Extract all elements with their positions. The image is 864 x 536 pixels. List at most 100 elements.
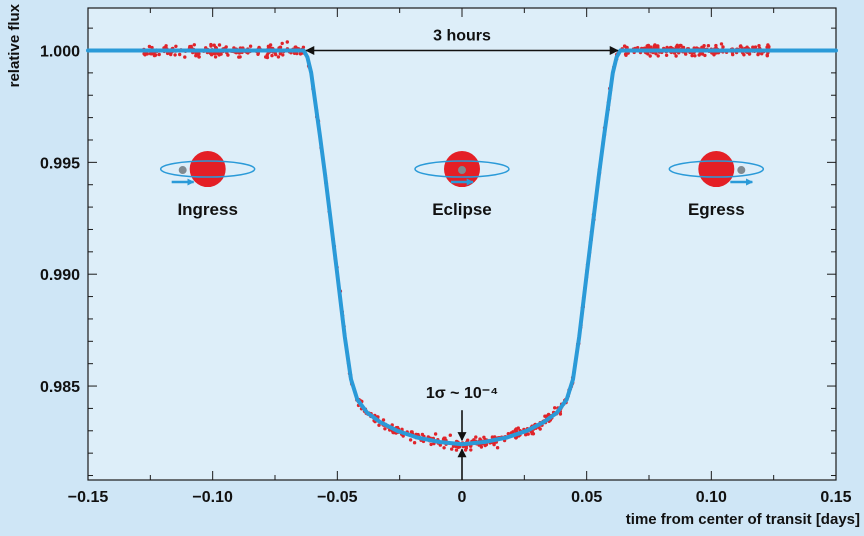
data-point	[433, 432, 438, 436]
x-tick-label: −0.10	[192, 489, 233, 506]
data-point	[679, 43, 683, 48]
data-point	[173, 53, 177, 57]
data-point	[209, 53, 214, 57]
data-point	[625, 45, 629, 50]
data-point	[268, 43, 273, 47]
data-point	[751, 45, 755, 49]
y-tick-label: 0.990	[40, 267, 80, 284]
data-point	[270, 53, 274, 58]
data-point	[697, 53, 701, 57]
data-point	[648, 54, 652, 58]
data-point	[742, 53, 746, 57]
data-point	[276, 55, 281, 59]
data-point	[183, 55, 187, 59]
data-point	[212, 43, 216, 47]
data-point	[506, 432, 510, 436]
data-point	[700, 52, 705, 56]
x-tick-label: 0.10	[696, 489, 727, 506]
data-point	[174, 44, 178, 48]
data-point	[442, 436, 446, 440]
data-point	[684, 52, 688, 56]
data-point	[622, 44, 627, 48]
data-point	[469, 448, 473, 452]
data-point	[295, 51, 299, 56]
data-point	[745, 45, 749, 49]
plot-area	[87, 7, 837, 481]
star-icon	[189, 151, 226, 188]
data-point	[474, 435, 478, 439]
data-point	[285, 40, 289, 44]
data-point	[664, 53, 669, 57]
planet-icon	[178, 166, 187, 175]
planet-icon	[458, 166, 466, 175]
data-point	[731, 52, 735, 57]
data-point	[301, 45, 306, 49]
data-point	[757, 44, 761, 48]
data-point	[188, 44, 192, 49]
duration-label: 3 hours	[433, 28, 491, 45]
data-point	[721, 45, 725, 49]
data-point	[675, 43, 679, 47]
data-point	[466, 438, 470, 442]
data-point	[442, 446, 446, 450]
phase-label: Egress	[688, 200, 745, 219]
data-point	[237, 55, 241, 59]
data-point	[693, 54, 697, 58]
phase-label: Ingress	[177, 200, 237, 219]
data-point	[213, 51, 217, 56]
data-point	[739, 44, 743, 48]
data-point	[448, 433, 452, 437]
data-point	[219, 52, 223, 56]
data-point	[377, 423, 381, 427]
data-point	[646, 44, 651, 49]
data-point	[624, 53, 628, 57]
data-point	[194, 52, 198, 56]
planet-icon	[737, 166, 746, 175]
data-point	[383, 427, 387, 431]
x-tick-label: −0.15	[68, 489, 109, 506]
data-point	[192, 43, 196, 47]
data-point	[450, 447, 454, 451]
data-point	[197, 55, 201, 59]
x-tick-label: 0.15	[820, 489, 851, 506]
data-point	[747, 52, 752, 56]
data-point	[495, 446, 500, 450]
data-point	[482, 435, 486, 439]
data-point	[293, 45, 297, 49]
data-point	[719, 42, 724, 46]
data-point	[690, 53, 694, 58]
data-point	[479, 445, 484, 449]
data-point	[165, 51, 170, 56]
data-point	[265, 53, 269, 57]
data-point	[381, 418, 386, 422]
phase-illustration-ingress: Ingress	[159, 151, 256, 219]
x-tick-label: −0.05	[317, 489, 358, 506]
orbit-ellipse	[668, 160, 765, 178]
orbit-ellipse	[414, 160, 510, 178]
data-point	[412, 441, 417, 445]
data-point	[248, 44, 253, 48]
data-point	[408, 438, 413, 442]
data-point	[178, 52, 182, 57]
data-point	[209, 44, 213, 48]
x-tick-label: 0	[458, 489, 467, 506]
orbit-ellipse	[159, 160, 256, 178]
star-icon	[698, 151, 735, 188]
data-point	[646, 52, 650, 56]
phase-illustration-egress: Egress	[668, 151, 765, 219]
x-axis-title: time from center of transit [days]	[626, 511, 860, 528]
y-tick-label: 0.995	[40, 155, 80, 172]
data-point	[653, 43, 657, 47]
data-point	[706, 44, 711, 48]
sigma-label: 1σ ~ 10⁻⁴	[426, 385, 498, 402]
data-point	[656, 44, 660, 48]
data-point	[546, 412, 551, 417]
data-point	[454, 448, 459, 452]
x-tick-label: 0.05	[571, 489, 602, 506]
data-point	[143, 53, 147, 57]
y-tick-label: 1.000	[40, 44, 80, 61]
phase-label: Eclipse	[432, 200, 492, 219]
data-point	[674, 54, 678, 58]
